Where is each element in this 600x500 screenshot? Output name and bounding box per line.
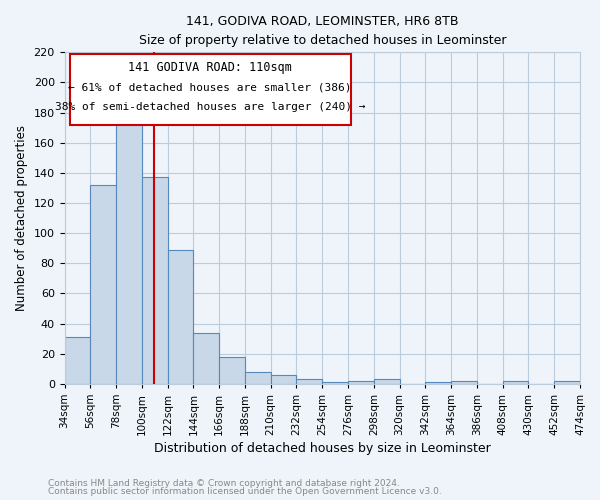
Text: 38% of semi-detached houses are larger (240) →: 38% of semi-detached houses are larger (… bbox=[55, 102, 365, 112]
Text: ← 61% of detached houses are smaller (386): ← 61% of detached houses are smaller (38… bbox=[68, 82, 352, 92]
Bar bbox=[554, 381, 580, 384]
Bar bbox=[348, 381, 374, 384]
Bar bbox=[167, 250, 193, 384]
Bar bbox=[142, 178, 167, 384]
Bar bbox=[451, 381, 477, 384]
Bar bbox=[245, 372, 271, 384]
Bar bbox=[322, 382, 348, 384]
Bar bbox=[271, 375, 296, 384]
X-axis label: Distribution of detached houses by size in Leominster: Distribution of detached houses by size … bbox=[154, 442, 491, 455]
Bar bbox=[65, 337, 91, 384]
Text: Contains public sector information licensed under the Open Government Licence v3: Contains public sector information licen… bbox=[48, 487, 442, 496]
Text: 141 GODIVA ROAD: 110sqm: 141 GODIVA ROAD: 110sqm bbox=[128, 60, 292, 74]
Bar bbox=[193, 332, 219, 384]
Bar bbox=[116, 123, 142, 384]
Bar bbox=[425, 382, 451, 384]
Bar bbox=[296, 380, 322, 384]
Bar bbox=[374, 380, 400, 384]
Text: Contains HM Land Registry data © Crown copyright and database right 2024.: Contains HM Land Registry data © Crown c… bbox=[48, 479, 400, 488]
Title: 141, GODIVA ROAD, LEOMINSTER, HR6 8TB
Size of property relative to detached hous: 141, GODIVA ROAD, LEOMINSTER, HR6 8TB Si… bbox=[139, 15, 506, 47]
Y-axis label: Number of detached properties: Number of detached properties bbox=[15, 125, 28, 311]
Bar bbox=[91, 185, 116, 384]
FancyBboxPatch shape bbox=[70, 54, 350, 126]
Bar bbox=[219, 357, 245, 384]
Bar bbox=[503, 381, 529, 384]
